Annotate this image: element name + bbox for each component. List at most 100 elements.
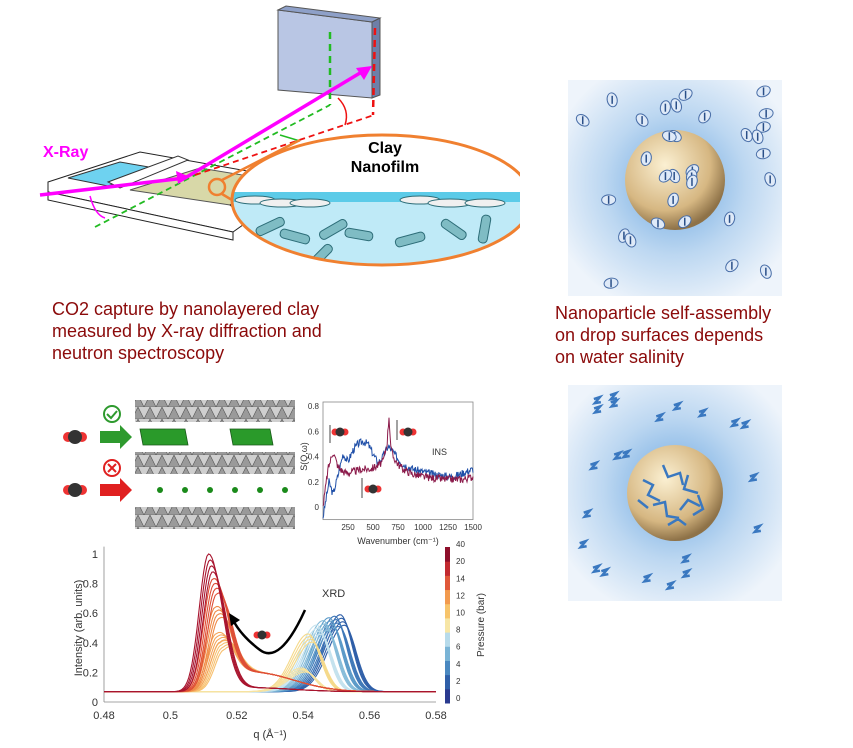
ins-x-tick-label: 250 [341, 523, 355, 532]
polymer-particle [620, 448, 633, 459]
xrd-series-11bar [104, 668, 436, 693]
caption-line: on water salinity [555, 347, 685, 367]
check-icon [103, 405, 121, 423]
xrd-series-14bar [104, 605, 436, 693]
colorbar-tick-label: 14 [456, 574, 465, 583]
xrd-series-2bar [104, 619, 436, 693]
xrd-series-20bar [104, 592, 436, 693]
colorbar-tick-label: 0 [456, 694, 461, 703]
xrd-series-8bar [104, 627, 436, 693]
xrd-y-tick-label: 0.2 [83, 667, 98, 679]
xrd-series-13bar [104, 639, 436, 693]
co2-molecule-icon [331, 428, 339, 436]
xrd-series-20bar [104, 582, 436, 693]
xrd-series-8bar [104, 630, 436, 693]
xrd-series-13bar [104, 634, 436, 693]
co2-molecule-icon [374, 485, 382, 493]
xrd-series-0bar [104, 614, 436, 693]
interlayer-cations [157, 487, 288, 493]
xrd-series-10bar [104, 641, 436, 693]
arrow-rejected-icon [100, 478, 132, 502]
colorbar-tick-label: 12 [456, 591, 465, 600]
co2-molecule-icon [63, 430, 87, 444]
xrd-series-20bar [104, 578, 436, 693]
clay-nanofilm-inset: Clay Nanofilm [230, 133, 520, 267]
shift-arrow-icon [230, 609, 307, 655]
polymer-particle [680, 568, 693, 579]
xrd-x-tick-label: 0.58 [425, 710, 446, 722]
colorbar-segment [445, 646, 450, 661]
colorbar-segment [445, 688, 450, 704]
caption-line: measured by X-ray diffraction and [52, 321, 322, 341]
xrd-series-10bar [104, 633, 436, 693]
xrd-y-tick-label: 0.8 [83, 579, 98, 591]
xrd-series-14bar [104, 609, 436, 693]
polymer-particle [591, 394, 604, 405]
xrd-series-8bar [104, 633, 436, 693]
ins-y-tick-label: 0.6 [308, 427, 320, 436]
xrd-title: XRD [322, 588, 345, 600]
ins-x-tick-label: 1000 [414, 523, 432, 532]
ins-y-tick-label: 0.2 [308, 478, 320, 487]
ins-y-tick-label: 0.8 [308, 402, 320, 411]
colorbar-tick-label: 6 [456, 643, 461, 652]
xrd-y-tick-label: 0.6 [83, 608, 98, 620]
xray-label: X-Ray [43, 144, 88, 161]
colorbar-segment [445, 575, 450, 591]
polymer-particle [599, 566, 612, 577]
co2-molecule-icon [257, 630, 267, 640]
xrd-series-4bar [104, 627, 436, 693]
colorbar-segment [445, 660, 450, 676]
polymer-particle [729, 417, 742, 428]
xrd-y-axis-label: Intensity (arb. units) [73, 580, 85, 677]
polymer-particle [608, 397, 621, 409]
xrd-x-tick-label: 0.5 [163, 710, 178, 722]
colorbar-segment [445, 589, 450, 605]
ins-series-blue [322, 438, 474, 519]
xrd-y-tick-label: 1 [92, 549, 98, 561]
caption-line: Nanoparticle self-assembly [555, 303, 772, 323]
xrd-series-0bar [104, 621, 436, 693]
colorbar-segment [445, 632, 450, 647]
polymer-particle [607, 390, 620, 401]
ins-x-tick-label: 1500 [464, 523, 482, 532]
polymer-particle [641, 572, 654, 584]
co2-molecule-icon [368, 484, 378, 494]
co2-molecule-icon [341, 428, 349, 436]
xrd-series-8bar [104, 624, 436, 693]
polymer-particle [664, 579, 677, 591]
xrd-series-40bar [104, 571, 436, 693]
polymer-particle [591, 403, 604, 415]
xrd-series-11bar [104, 670, 436, 693]
shift-arrow-head-icon [229, 613, 240, 626]
xrd-series-2bar [104, 622, 436, 693]
xrd-chart: 0.48 0.5 0.52 0.54 0.56 0.58 0 0.2 0.4 0.6 0.8 1 q (… [73, 540, 487, 741]
xrd-series-40bar [104, 553, 436, 693]
ins-y-tick-label: 0 [315, 503, 320, 512]
polymer-particle [612, 450, 624, 461]
xrd-series-10bar [104, 636, 436, 693]
colorbar-segment [445, 617, 450, 633]
caption-line: on drop surfaces depends [555, 325, 764, 345]
co2-molecules-intercalated [139, 428, 274, 446]
nanoparticle-sphere [627, 445, 723, 541]
xrd-x-tick-label: 0.54 [292, 710, 313, 722]
colorbar-tick-label: 8 [456, 626, 461, 635]
xrd-series-6bar [104, 629, 436, 693]
polymer-particle [588, 460, 601, 471]
colorbar-tick-label: 20 [456, 557, 465, 566]
clay-structure-schematic [63, 400, 295, 529]
polymer-particle [581, 508, 594, 519]
cross-icon [103, 459, 121, 477]
xrd-y-tick-label: 0.4 [83, 638, 98, 650]
co2-molecule-icon [335, 427, 345, 437]
colorbar-tick-label: 10 [456, 609, 465, 618]
ins-plot-frame [322, 401, 474, 521]
ins-y-tick-label: 0.4 [308, 453, 320, 462]
ins-title: INS [432, 447, 447, 457]
ins-chart: 250 500 750 1000 1250 1500 0 0.2 0.4 0.6 0.8 Wavenu… [299, 401, 482, 546]
xrd-series-12bar [104, 639, 436, 693]
xrd-series-0bar [104, 617, 436, 693]
xrd-series-11bar [104, 671, 436, 693]
polymer-particle [696, 407, 709, 418]
